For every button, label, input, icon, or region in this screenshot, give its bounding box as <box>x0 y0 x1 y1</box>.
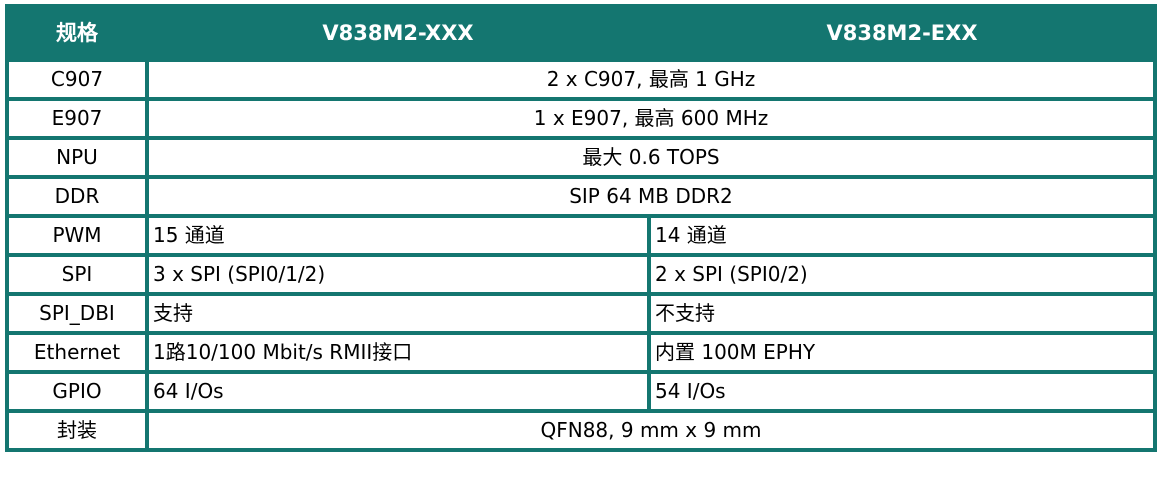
value-xxx: 15 通道 <box>145 214 651 257</box>
table-row: C907 2 x C907, 最高 1 GHz <box>5 58 1157 101</box>
row-label: GPIO <box>5 370 149 413</box>
value-xxx: 64 I/Os <box>145 370 651 413</box>
table-row: NPU 最大 0.6 TOPS <box>5 136 1157 179</box>
value-exx: 54 I/Os <box>647 370 1157 413</box>
row-value: QFN88, 9 mm x 9 mm <box>145 409 1157 452</box>
value-exx: 不支持 <box>647 292 1157 335</box>
table-row: SPI_DBI 支持 不支持 <box>5 292 1157 335</box>
row-label: 封装 <box>5 409 149 452</box>
value-exx: 14 通道 <box>647 214 1157 257</box>
table-row: E907 1 x E907, 最高 600 MHz <box>5 97 1157 140</box>
row-label: DDR <box>5 175 149 218</box>
value-exx: 内置 100M EPHY <box>647 331 1157 374</box>
table-row: Ethernet 1路10/100 Mbit/s RMII接口 内置 100M EP… <box>5 331 1157 374</box>
row-value: 1 x E907, 最高 600 MHz <box>145 97 1157 140</box>
row-value: 2 x C907, 最高 1 GHz <box>145 58 1157 101</box>
row-label: Ethernet <box>5 331 149 374</box>
value-xxx: 3 x SPI (SPI0/1/2) <box>145 253 651 296</box>
table-row: 封装 QFN88, 9 mm x 9 mm <box>5 409 1157 452</box>
row-label: C907 <box>5 58 149 101</box>
header-v838m2-exx: V838M2-EXX <box>647 4 1157 62</box>
header-v838m2-xxx: V838M2-XXX <box>145 4 651 62</box>
spec-table: 规格 V838M2-XXX V838M2-EXX C907 2 x C907, 最… <box>5 4 1157 452</box>
row-label: PWM <box>5 214 149 257</box>
row-label: SPI <box>5 253 149 296</box>
row-value: 最大 0.6 TOPS <box>145 136 1157 179</box>
value-exx: 2 x SPI (SPI0/2) <box>647 253 1157 296</box>
header-spec: 规格 <box>5 4 149 62</box>
table-row: DDR SIP 64 MB DDR2 <box>5 175 1157 218</box>
value-xxx: 1路10/100 Mbit/s RMII接口 <box>145 331 651 374</box>
row-label: E907 <box>5 97 149 140</box>
row-label: NPU <box>5 136 149 179</box>
header-row: 规格 V838M2-XXX V838M2-EXX <box>5 4 1157 62</box>
table-row: SPI 3 x SPI (SPI0/1/2) 2 x SPI (SPI0/2) <box>5 253 1157 296</box>
value-xxx: 支持 <box>145 292 651 335</box>
table-row: PWM 15 通道 14 通道 <box>5 214 1157 257</box>
row-value: SIP 64 MB DDR2 <box>145 175 1157 218</box>
row-label: SPI_DBI <box>5 292 149 335</box>
table-row: GPIO 64 I/Os 54 I/Os <box>5 370 1157 413</box>
